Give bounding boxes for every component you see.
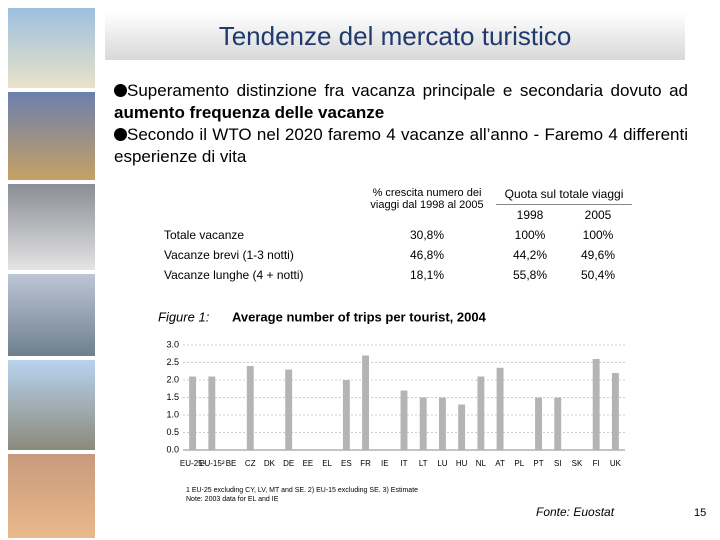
photo-strip [8, 8, 95, 538]
x-tick-label: UK [610, 459, 622, 468]
x-tick-label: LT [419, 459, 428, 468]
chart-title: Average number of trips per tourist, 200… [232, 309, 487, 324]
bar [208, 376, 216, 450]
bar [438, 397, 446, 450]
x-tick-label: EE [303, 459, 314, 468]
table-cell: Vacanze brevi (1-3 notti) [164, 248, 294, 262]
x-tick-label: PL [514, 459, 524, 468]
table-cell: 46,8% [409, 248, 445, 262]
x-tick-label: FI [593, 459, 600, 468]
bar [458, 404, 466, 450]
x-tick-label: ES [341, 459, 352, 468]
page-number: 15 [694, 507, 707, 519]
table-cell: 49,6% [580, 248, 616, 262]
y-tick-label: 2.0 [166, 374, 179, 384]
photo-umbrellas [8, 184, 95, 270]
y-tick-label: 0.0 [166, 444, 179, 454]
bullets: Superamento distinzione fra vacanza prin… [114, 80, 688, 168]
figure-label: Figure 1: [158, 309, 210, 324]
bullet: Secondo il WTO nel 2020 faremo 4 vacanze… [114, 124, 688, 168]
x-tick-label: SI [554, 459, 562, 468]
bar [285, 369, 293, 450]
x-tick-label: FR [360, 459, 371, 468]
bar [189, 376, 197, 450]
table: % crescita numero dei viaggi dal 1998 al… [160, 184, 632, 285]
y-tick-label: 1.5 [166, 392, 179, 402]
table-header: Quota sul totale viaggi [496, 184, 632, 205]
table-cell: 30,8% [409, 228, 445, 242]
table-row: Vacanze brevi (1-3 notti) 46,8% 44,2% 49,6% [160, 245, 632, 265]
table-header: 1998 [516, 208, 544, 222]
table-header: 2005 [584, 208, 612, 222]
x-tick-label: IE [381, 459, 389, 468]
bar [611, 373, 619, 450]
photo-clock [8, 92, 95, 180]
y-tick-label: 2.5 [166, 357, 179, 367]
table-cell: Totale vacanze [164, 228, 245, 242]
x-tick-label: CZ [245, 459, 256, 468]
bar [246, 366, 254, 450]
table-cell: 100% [514, 228, 546, 242]
source: Fonte: Euostat [536, 505, 615, 519]
x-tick-label: EL [322, 459, 332, 468]
bar [342, 380, 350, 450]
x-tick-label: DE [283, 459, 294, 468]
bar [400, 390, 408, 450]
x-tick-label: EU-25¹ [180, 459, 206, 468]
bullet: Superamento distinzione fra vacanza prin… [114, 80, 688, 124]
bar [362, 355, 370, 450]
bullet-text: Secondo il WTO nel 2020 faremo 4 vacanze… [114, 125, 688, 166]
bar [496, 367, 504, 450]
x-tick-label: SK [572, 459, 583, 468]
x-tick-label: NL [476, 459, 487, 468]
photo-flags [8, 454, 95, 538]
x-tick-label: HU [456, 459, 468, 468]
bullet-bold: aumento frequenza delle vacanze [114, 103, 385, 122]
y-tick-label: 3.0 [166, 339, 179, 349]
bullet-text: Superamento distinzione fra vacanza prin… [127, 81, 688, 100]
chart: Figure 1: Average number of trips per to… [158, 309, 625, 503]
x-tick-label: LU [437, 459, 447, 468]
table-cell: 50,4% [580, 268, 616, 282]
table-cell: 44,2% [512, 248, 548, 262]
y-tick-label: 1.0 [166, 409, 179, 419]
bar [592, 359, 600, 450]
table-cell: 55,8% [512, 268, 548, 282]
table-row: Totale vacanze 30,8% 100% 100% [160, 225, 632, 245]
table-cell: 100% [582, 228, 614, 242]
x-tick-label: PT [533, 459, 543, 468]
bar [419, 397, 427, 450]
photo-lighthouse [8, 360, 95, 450]
footnote: Note: 2003 data for EL and IE [186, 496, 279, 503]
table-cell: Vacanze lunghe (4 + notti) [164, 268, 304, 282]
x-tick-label: IT [400, 459, 407, 468]
title: Tendenze del mercato turistico [105, 12, 685, 60]
footnote: 1 EU-25 excluding CY, LV, MT and SE. 2) … [186, 487, 418, 494]
y-tick-label: 0.5 [166, 427, 179, 437]
bar [554, 397, 562, 450]
x-tick-label: BE [226, 459, 237, 468]
bar [477, 376, 485, 450]
photo-sea [8, 274, 95, 356]
photo-beach [8, 8, 95, 88]
x-tick-label: AT [495, 459, 505, 468]
table-cell: 18,1% [409, 268, 445, 282]
table-row: Vacanze lunghe (4 + notti) 18,1% 55,8% 50,4… [160, 265, 632, 285]
x-tick-label: EU-15² [199, 459, 225, 468]
x-tick-label: DK [264, 459, 276, 468]
bar [535, 397, 542, 450]
table-header: % crescita numero dei viaggi dal 1998 al… [370, 187, 484, 211]
